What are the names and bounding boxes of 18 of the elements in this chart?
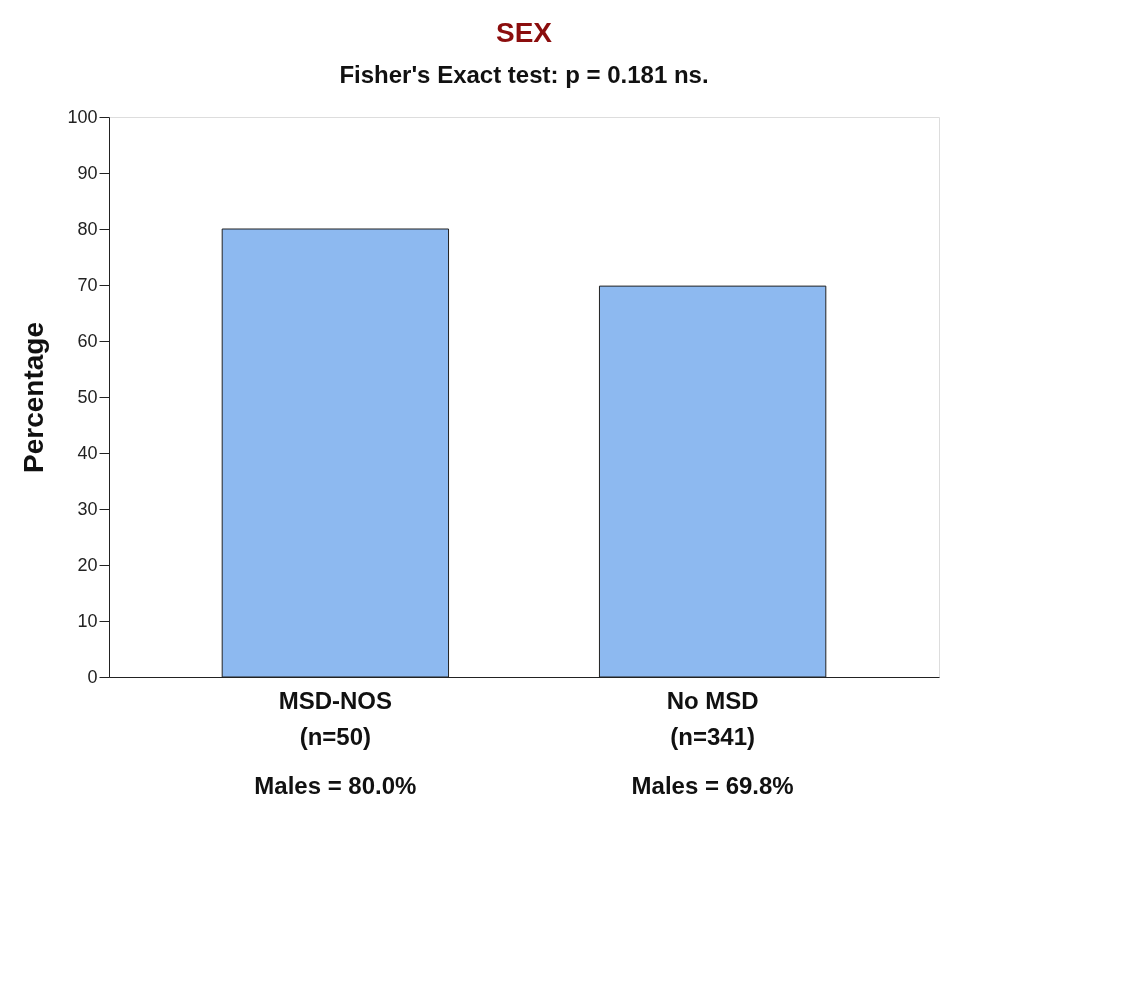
y-tick-label: 30 (77, 498, 98, 519)
y-tick-label: 20 (77, 554, 98, 575)
y-tick-label: 90 (77, 162, 98, 183)
y-tick-label: 50 (77, 386, 98, 407)
text: Fisher's Exact test: p = 0.181 ns. (339, 61, 709, 88)
x-tick-label: No MSD (n=341) (666, 686, 759, 750)
y-axis-title: Percentage (18, 322, 50, 473)
y-tick-label: 80 (77, 218, 98, 239)
y-tick-label: 60 (77, 330, 98, 351)
chart-title: SEX (495, 17, 553, 48)
y-tick-label: 0 (87, 666, 98, 687)
y-tick-label: 10 (77, 610, 98, 631)
data-label: Males = 69.8% (631, 772, 794, 799)
x-tick-label: MSD-NOS (n=50) (278, 686, 393, 750)
data-label: Males = 80.0% (254, 772, 417, 799)
y-tick-label: 70 (77, 274, 98, 295)
y-tick-label: 100 (67, 106, 98, 127)
y-tick-label: 40 (77, 442, 98, 463)
